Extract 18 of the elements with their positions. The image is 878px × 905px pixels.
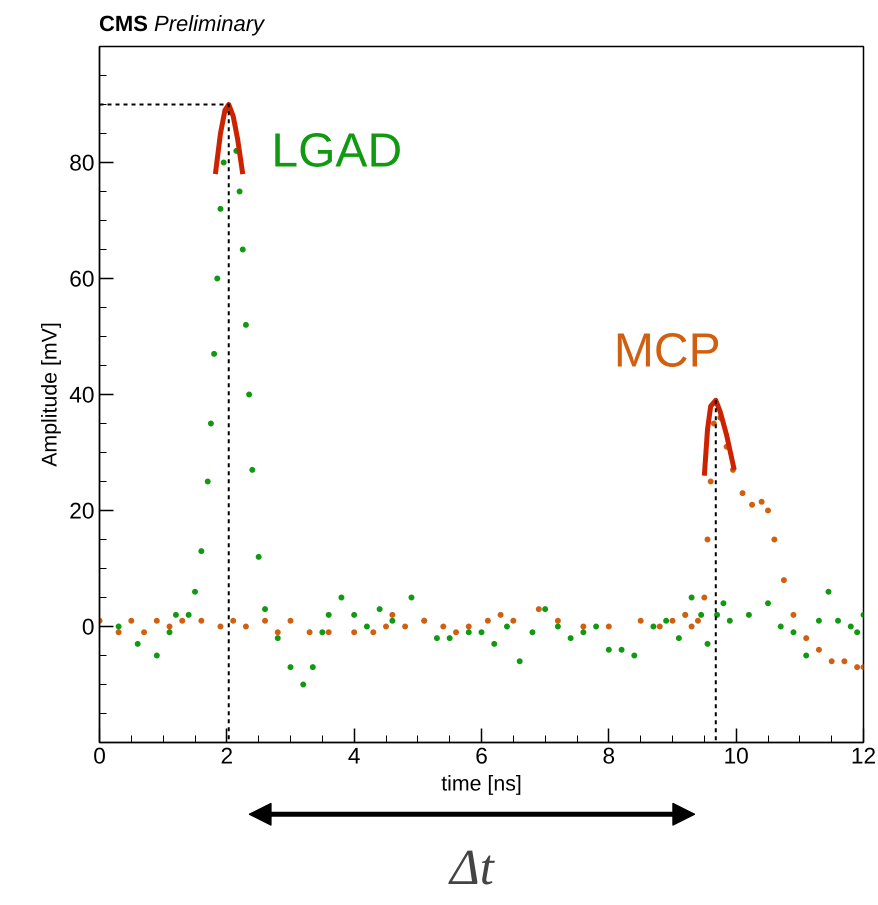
chart-subtitle: Preliminary	[154, 11, 264, 36]
y-axis-title: Amplitude [mV]	[37, 322, 62, 467]
y-tick-label: 60	[69, 266, 94, 292]
x-tick-label: 2	[220, 742, 234, 768]
x-tick-label: 8	[602, 742, 616, 768]
x-axis-title: time [ns]	[441, 772, 522, 796]
y-tick-label: 20	[69, 498, 94, 524]
chart-title: CMS	[99, 11, 148, 36]
x-tick-label: 6	[475, 742, 488, 768]
x-tick-label: 12	[850, 742, 876, 768]
x-tick-label: 10	[724, 742, 749, 768]
y-tick-label: 80	[69, 150, 94, 176]
series-label: LGAD	[271, 124, 402, 178]
text: Δt	[448, 838, 496, 895]
y-tick-label: 0	[82, 614, 95, 640]
series-label: MCP	[614, 324, 721, 378]
x-tick-label: 4	[348, 742, 360, 768]
y-tick-label: 40	[69, 382, 94, 408]
